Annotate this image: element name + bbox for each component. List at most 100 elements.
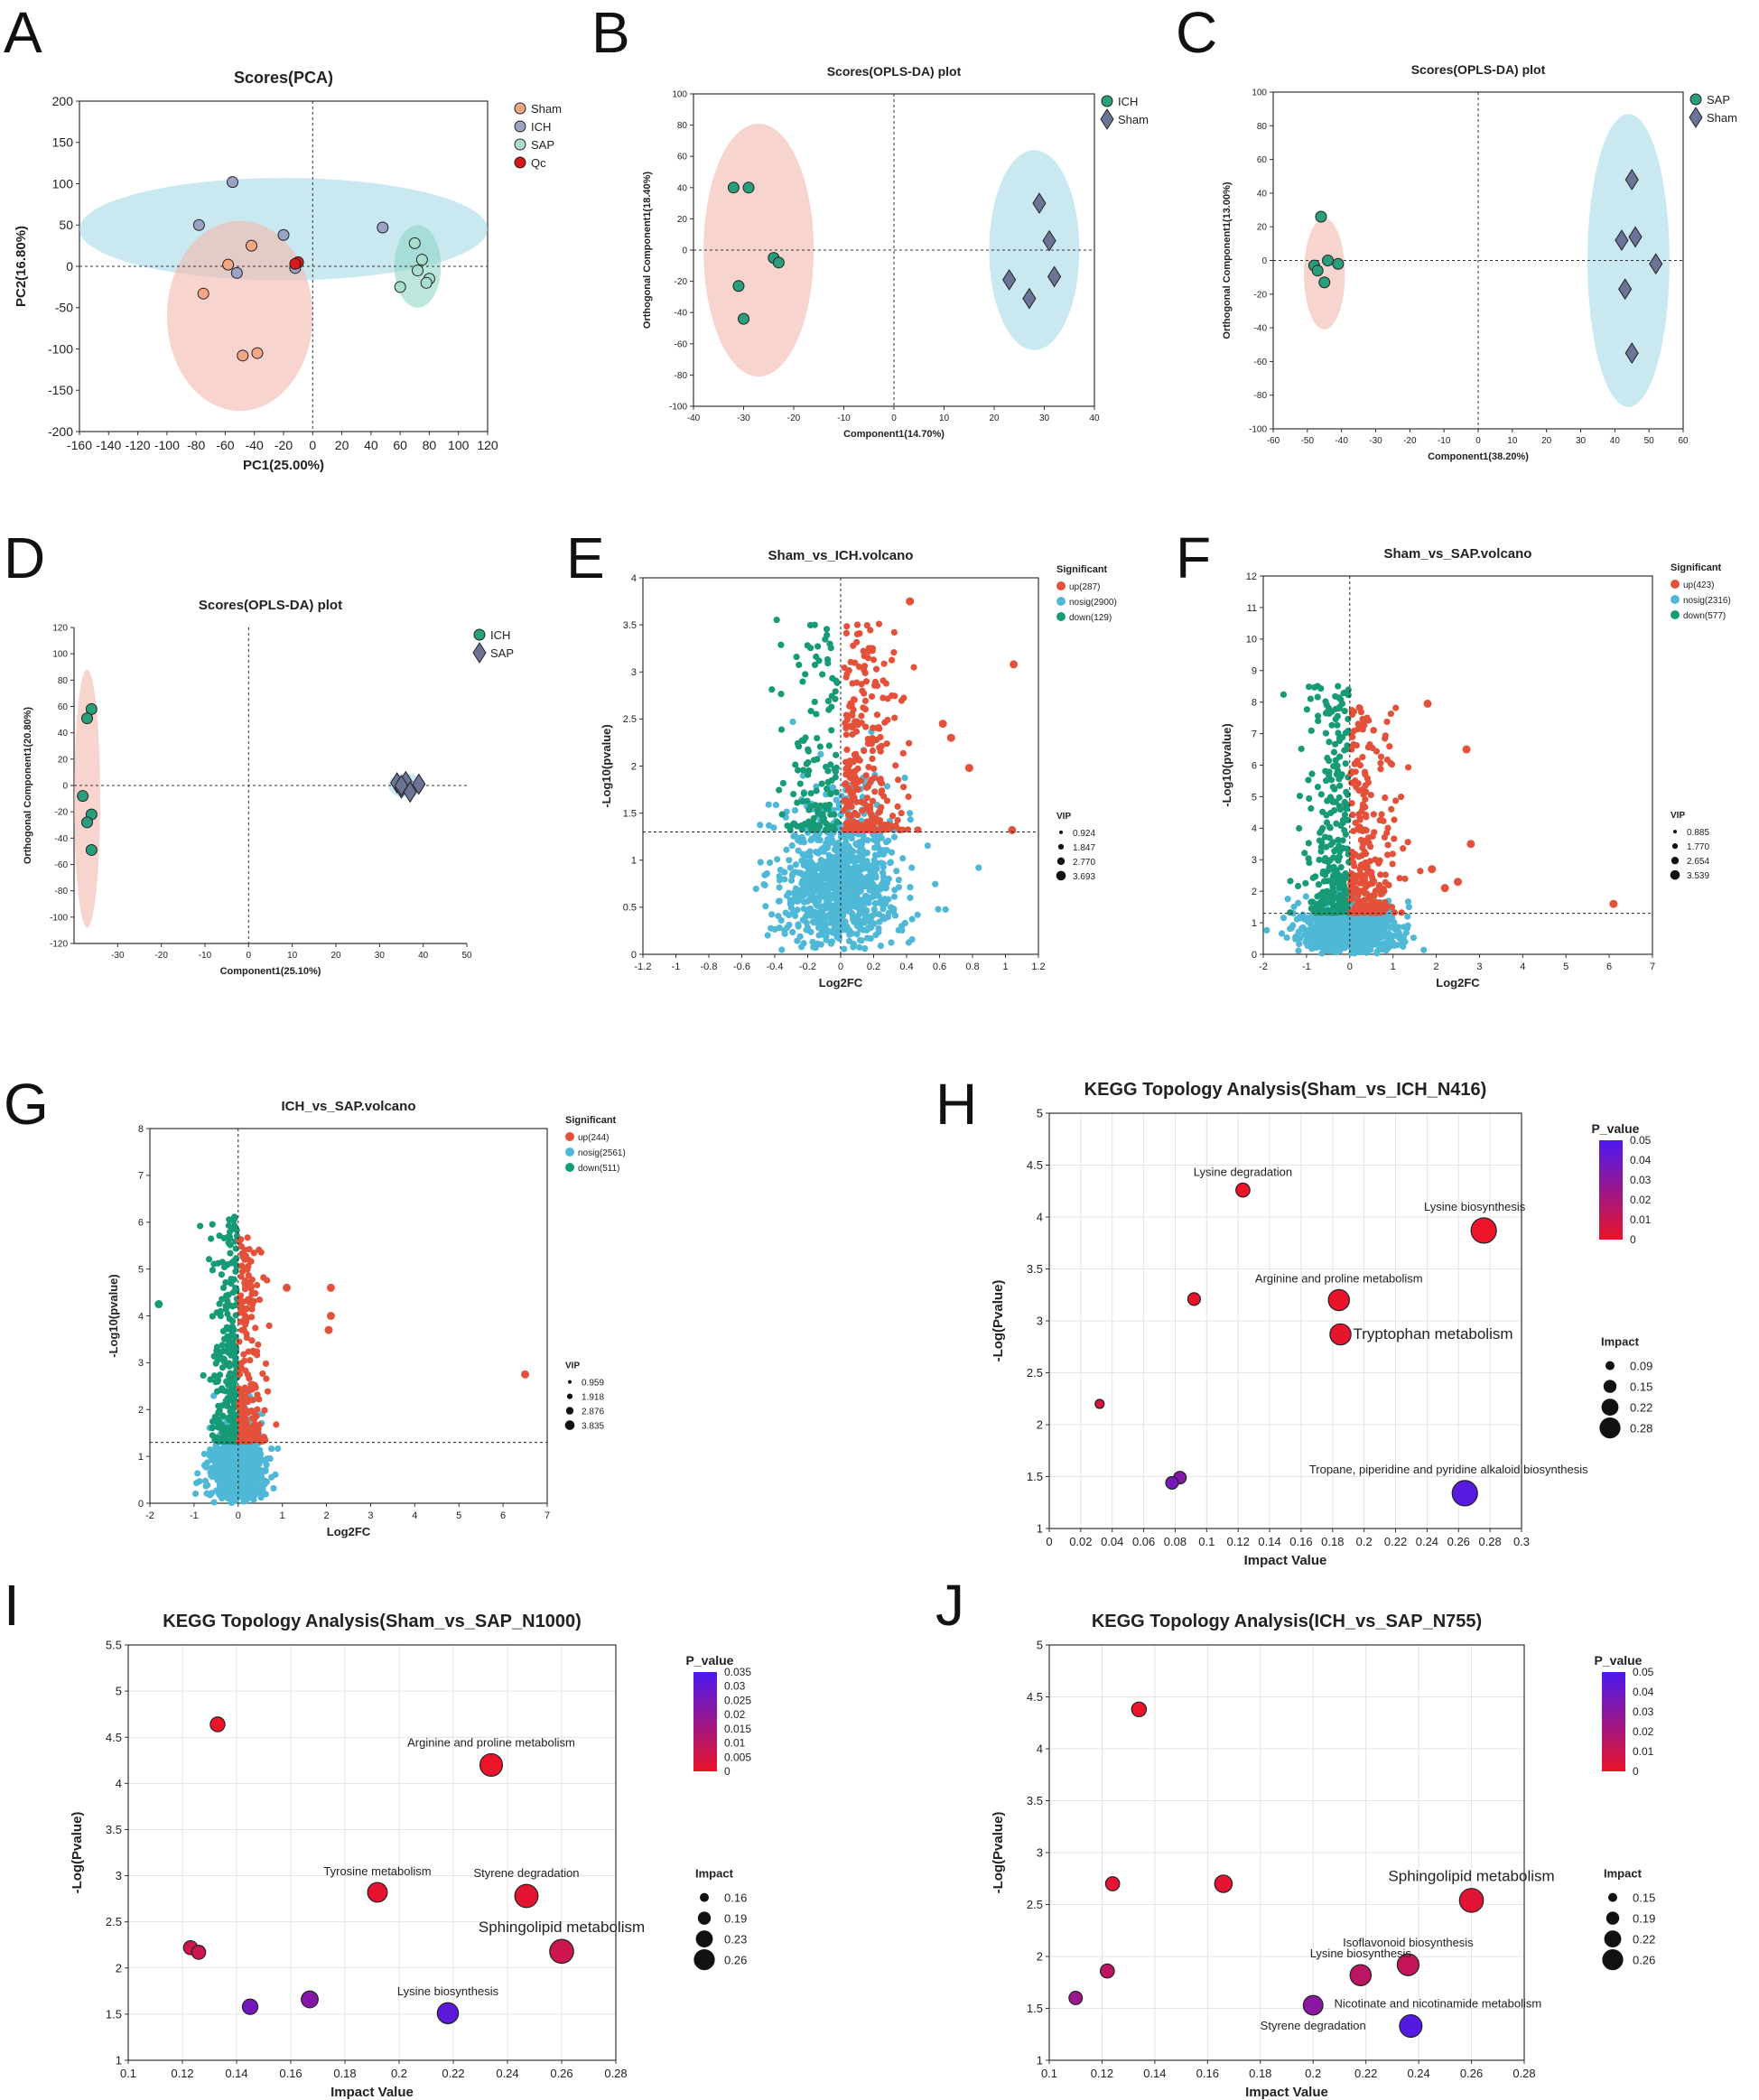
data-point xyxy=(230,1326,237,1333)
data-point xyxy=(1296,824,1303,832)
data-point xyxy=(856,943,863,951)
y-tick-label: 100 xyxy=(1252,88,1267,98)
data-point xyxy=(214,1259,222,1267)
x-tick-label: -40 xyxy=(687,413,701,423)
data-point xyxy=(192,1480,200,1487)
data-point xyxy=(1362,850,1370,858)
data-point xyxy=(867,809,874,816)
y-tick-label: 100 xyxy=(52,176,74,190)
data-point xyxy=(1372,902,1379,909)
data-point xyxy=(862,723,870,730)
x-tick-label: 0.16 xyxy=(279,2067,302,2080)
data-point xyxy=(1372,909,1379,916)
vip-size-label: 2.654 xyxy=(1687,857,1709,867)
pathway-label: Lysine degradation xyxy=(1194,1165,1292,1178)
data-point xyxy=(237,1364,246,1371)
data-point xyxy=(209,1425,216,1432)
data-point xyxy=(1377,759,1384,767)
data-point xyxy=(1387,710,1394,718)
data-point xyxy=(1350,740,1357,748)
data-point xyxy=(1010,660,1019,669)
data-point xyxy=(773,617,780,624)
x-tick-label: 0.18 xyxy=(1321,1535,1344,1548)
data-point xyxy=(817,905,824,912)
y-tick-label: 1 xyxy=(1252,918,1257,929)
chart-title: KEGG Topology Analysis(Sham_vs_SAP_N1000… xyxy=(163,1612,582,1631)
data-point xyxy=(777,641,785,648)
data-point xyxy=(824,861,831,869)
data-point xyxy=(1295,947,1302,954)
data-point xyxy=(1404,764,1412,771)
x-tick-label: 0 xyxy=(1475,436,1481,446)
legend-marker xyxy=(472,642,487,664)
data-point xyxy=(1624,169,1639,190)
data-point xyxy=(872,665,880,673)
x-tick-label: -140 xyxy=(96,438,121,452)
chart-title: KEGG Topology Analysis(Sham_vs_ICH_N416) xyxy=(1084,1080,1487,1100)
size-legend-marker xyxy=(693,1949,715,1971)
data-point xyxy=(855,884,862,891)
data-point xyxy=(907,816,914,823)
data-point xyxy=(836,881,843,888)
data-point xyxy=(246,1437,253,1445)
data-point xyxy=(210,1447,218,1454)
data-point xyxy=(809,896,816,903)
data-point xyxy=(823,820,830,827)
x-tick-label: 0.12 xyxy=(1227,1535,1250,1548)
vip-size-label: 3.539 xyxy=(1687,871,1709,881)
y-tick-label: 0 xyxy=(1252,950,1257,961)
data-point xyxy=(779,779,786,787)
x-tick-label: 0 xyxy=(1046,1535,1052,1548)
data-point xyxy=(1331,848,1338,855)
data-point xyxy=(1308,804,1315,813)
data-point xyxy=(1334,937,1341,944)
vip-size-marker xyxy=(1670,869,1680,880)
y-tick-label: 1 xyxy=(1037,1522,1043,1536)
y-tick-label: 100 xyxy=(52,650,68,660)
data-point xyxy=(870,656,878,664)
data-point xyxy=(326,1283,335,1292)
data-point xyxy=(1405,903,1413,911)
x-tick-label: -0.6 xyxy=(733,962,750,972)
data-point xyxy=(1280,691,1288,698)
vip-size-label: 1.847 xyxy=(1073,843,1095,853)
plot-frame xyxy=(127,1644,617,2061)
y-tick-label: 7 xyxy=(1252,729,1257,739)
data-point xyxy=(270,1484,277,1492)
data-point xyxy=(1323,709,1330,716)
data-point xyxy=(842,852,851,860)
data-point xyxy=(1335,729,1342,737)
data-point xyxy=(1331,785,1338,793)
data-point xyxy=(833,751,840,758)
data-point xyxy=(212,1465,219,1473)
data-point xyxy=(826,640,833,647)
data-point xyxy=(824,869,831,876)
data-point xyxy=(1349,947,1356,954)
data-point xyxy=(1341,707,1348,715)
data-point xyxy=(861,919,868,926)
data-point xyxy=(805,767,813,775)
data-point xyxy=(893,868,900,875)
legend-label: Sham xyxy=(531,102,562,116)
data-point xyxy=(1380,921,1387,928)
pathway-bubble xyxy=(191,1945,207,1960)
y-tick-label: 2 xyxy=(116,1961,122,1975)
vip-size-marker xyxy=(1673,830,1677,834)
chart-panel-b: -40 -30 -20 -10 0 10 20 30 40-100-80-60-40-20020… xyxy=(591,0,1149,440)
data-point xyxy=(1378,811,1385,818)
data-point xyxy=(827,790,834,797)
data-point xyxy=(204,1482,211,1489)
y-tick-label: 20 xyxy=(1257,223,1268,233)
data-point xyxy=(775,897,782,905)
data-point xyxy=(881,900,889,907)
y-tick-label: 5 xyxy=(138,1264,144,1275)
data-point xyxy=(819,813,826,821)
data-point xyxy=(867,934,874,943)
data-point xyxy=(752,885,759,893)
y-tick-label: 0 xyxy=(66,259,73,274)
data-point xyxy=(1332,705,1339,712)
data-point xyxy=(1315,881,1323,888)
data-point xyxy=(1320,878,1328,885)
y-axis-label: PC2(16.80%) xyxy=(14,226,29,307)
colorbar-tick-label: 0 xyxy=(724,1765,731,1778)
